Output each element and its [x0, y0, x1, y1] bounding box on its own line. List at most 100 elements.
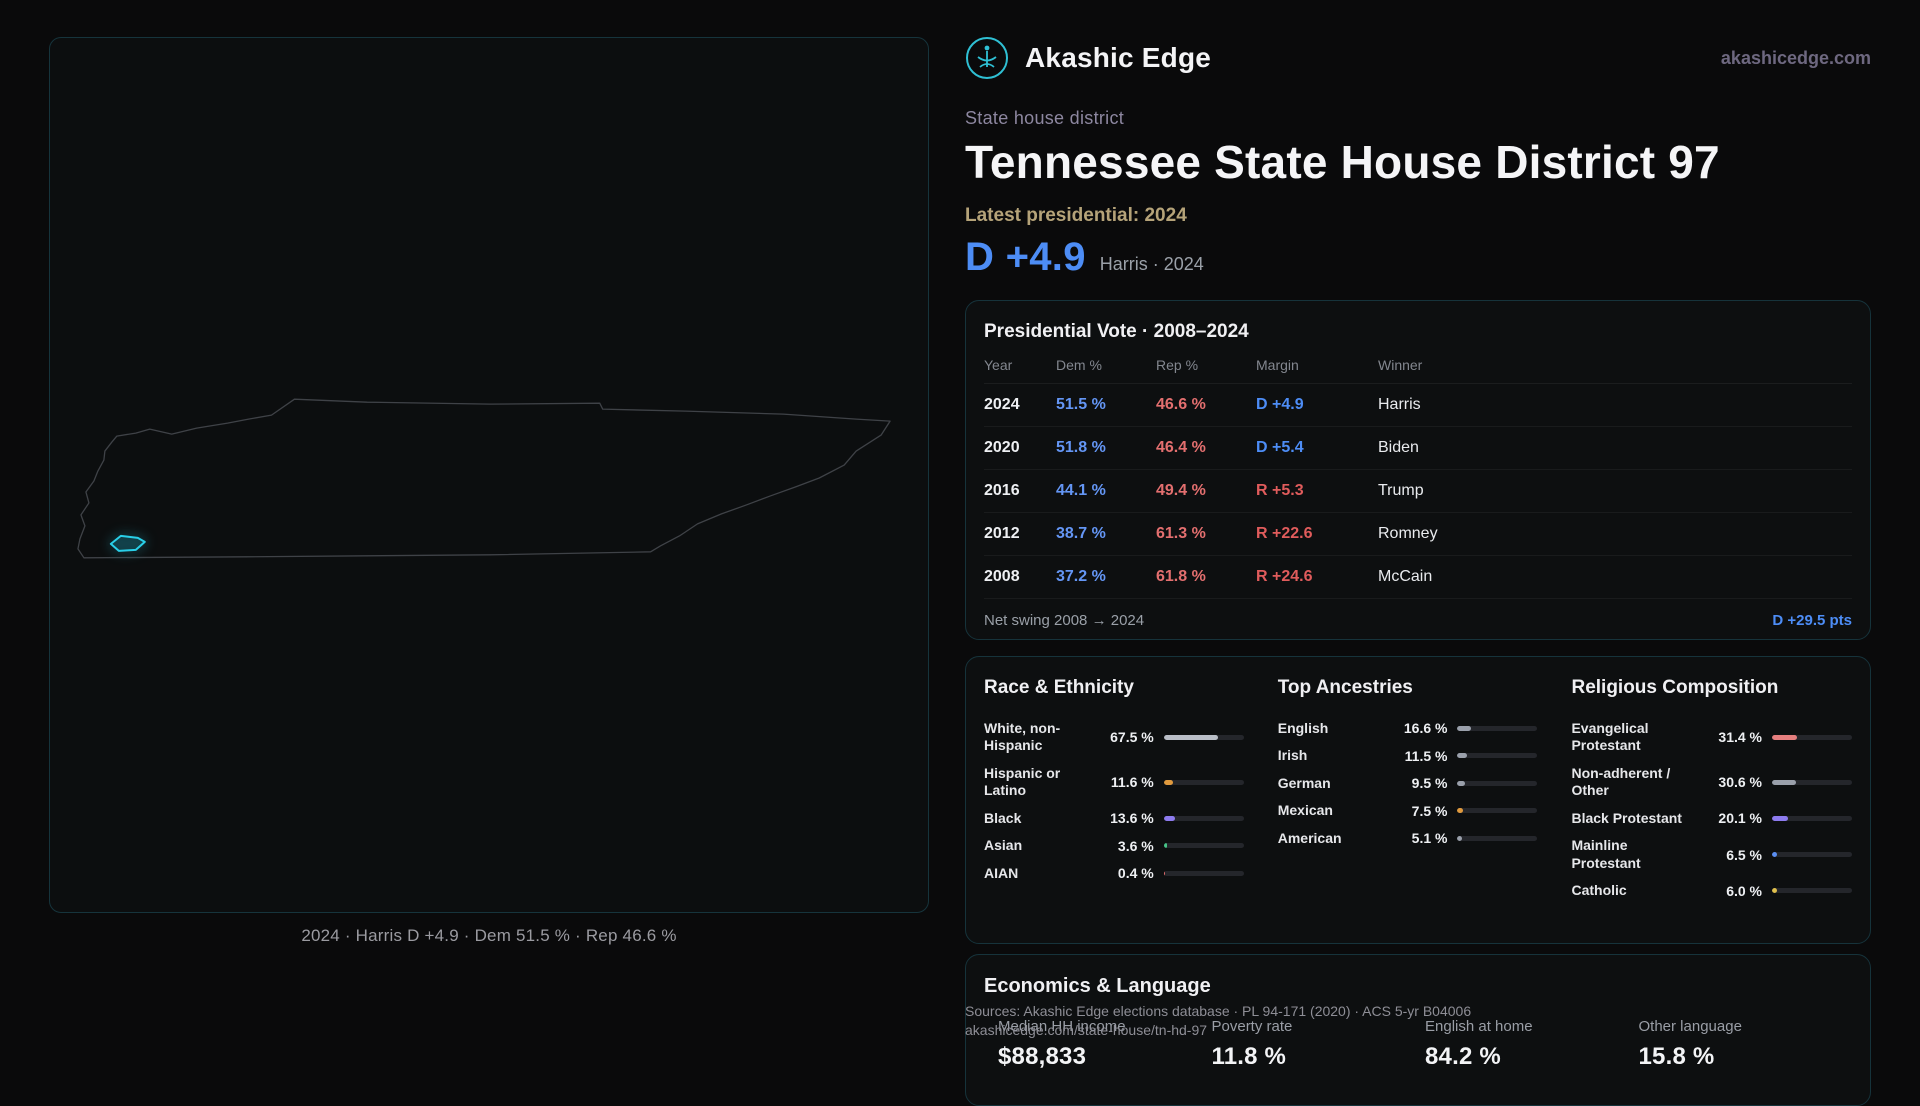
demo-value: 3.6 % [1117, 837, 1154, 854]
stat-value: 15.8 % [1638, 1042, 1715, 1070]
headline-context: Harris · 2024 [1099, 253, 1204, 274]
race-ethnicity-section: Race & Ethnicity White, non-Hispanic 67.… [984, 677, 1244, 905]
district-97-shape[interactable] [109, 534, 146, 552]
dem-cell: 51.8 % [1056, 438, 1106, 456]
demo-bar [1163, 734, 1244, 740]
demographics-card: Race & Ethnicity White, non-Hispanic 67.… [965, 655, 1871, 944]
economics-title: Economics & Language [984, 974, 1211, 997]
table-row: 2024 51.5 % 46.6 % D +4.9 Harris [984, 384, 1852, 427]
dem-cell: 51.5 % [1056, 395, 1106, 413]
demo-value: 20.1 % [1718, 810, 1762, 827]
demo-label: English [1277, 719, 1329, 736]
section-title: Race & Ethnicity [984, 676, 1134, 698]
margin-cell: D +4.9 [1256, 395, 1304, 413]
year-cell: 2016 [984, 481, 1020, 499]
net-swing-value: D +29.5 pts [1772, 611, 1852, 629]
rep-cell: 46.4 % [1156, 438, 1206, 456]
margin-cell: D +5.4 [1256, 438, 1304, 456]
dem-cell: 44.1 % [1056, 481, 1106, 499]
stat-value: 11.8 % [1211, 1042, 1287, 1070]
demo-row: Non-adherent / Other 30.6 % [1571, 760, 1852, 805]
dem-cell: 37.2 % [1056, 567, 1106, 585]
winner-cell: Biden [1378, 438, 1419, 456]
col-margin: Margin [1256, 356, 1299, 373]
winner-cell: McCain [1378, 567, 1433, 585]
col-rep: Rep % [1156, 356, 1199, 373]
demo-value: 31.4 % [1718, 729, 1762, 746]
demo-value: 11.5 % [1404, 747, 1448, 764]
demo-row: Irish 11.5 % [1278, 742, 1538, 770]
demo-row: White, non-Hispanic 67.5 % [984, 715, 1244, 760]
rep-cell: 49.4 % [1156, 481, 1206, 499]
demo-value: 6.5 % [1726, 846, 1762, 863]
brand-domain-link[interactable]: akashicedge.com [1720, 47, 1871, 68]
demo-label: Mainline Protestant [1571, 837, 1641, 871]
demo-row: German 9.5 % [1278, 770, 1538, 798]
table-row: 2016 44.1 % 49.4 % R +5.3 Trump [984, 470, 1852, 513]
demo-label: American [1277, 829, 1342, 846]
section-title: Religious Composition [1571, 676, 1779, 698]
map-caption: 2024 · Harris D +4.9 · Dem 51.5 % · Rep … [301, 926, 677, 945]
stat-other-language: Other language 15.8 % [1639, 1018, 1853, 1071]
demo-label: Black Protestant [1571, 809, 1682, 826]
demo-value: 16.6 % [1403, 720, 1448, 737]
demo-label: Evangelical Protestant [1571, 719, 1649, 754]
headline-margin: D +4.9 [965, 234, 1086, 279]
tennessee-outline [77, 398, 891, 559]
demo-bar [1457, 835, 1538, 841]
demo-row: Catholic 6.0 % [1571, 877, 1852, 905]
tennessee-map [77, 398, 891, 559]
demo-value: 6.0 % [1726, 882, 1762, 899]
sources-footer: Sources: Akashic Edge elections database… [965, 1002, 1471, 1040]
margin-cell: R +5.3 [1256, 481, 1304, 499]
stat-english-at-home: English at home 84.2 % [1425, 1018, 1639, 1071]
net-swing-label: Net swing 2008 → 2024 [984, 611, 1145, 629]
demo-row: Mainline Protestant 6.5 % [1571, 832, 1852, 877]
demo-label: White, non-Hispanic [984, 719, 1061, 754]
dem-cell: 38.7 % [1056, 524, 1106, 542]
stat-label: Poverty rate [1211, 1017, 1293, 1035]
col-dem: Dem % [1056, 356, 1102, 373]
demo-label: German [1277, 774, 1331, 791]
stat-poverty-rate: Poverty rate 11.8 % [1212, 1018, 1426, 1071]
presidential-vote-title: Presidential Vote · 2008–2024 [984, 320, 1249, 342]
net-swing-row: Net swing 2008 → 2024 D +29.5 pts [984, 599, 1852, 629]
latest-presidential-label: Latest presidential: 2024 [965, 204, 1187, 226]
table-row: 2012 38.7 % 61.3 % R +22.6 Romney [984, 513, 1852, 556]
table-row: 2008 37.2 % 61.8 % R +24.6 McCain [984, 556, 1852, 599]
akashic-edge-logo-icon [965, 36, 1009, 80]
permalink-line[interactable]: akashicedge.com/state-house/tn-hd-97 [965, 1022, 1208, 1038]
economics-stats: Median HH income $88,833 Poverty rate 11… [984, 1018, 1852, 1071]
stat-median-income: Median HH income $88,833 [998, 1018, 1212, 1071]
winner-cell: Trump [1378, 481, 1424, 499]
demo-label: Catholic [1571, 882, 1627, 899]
table-row: 2020 51.8 % 46.4 % D +5.4 Biden [984, 427, 1852, 470]
top-ancestries-section: Top Ancestries English 16.6 % Irish 11.5… [1278, 677, 1538, 905]
demo-value: 30.6 % [1718, 774, 1762, 791]
demo-value: 0.4 % [1117, 865, 1154, 882]
year-cell: 2020 [984, 438, 1020, 456]
stat-label: Other language [1638, 1017, 1742, 1035]
margin-cell: R +22.6 [1256, 524, 1313, 542]
demo-bar [1163, 815, 1244, 821]
demo-bar [1772, 779, 1852, 785]
col-winner: Winner [1378, 356, 1423, 373]
stat-value: 84.2 % [1425, 1042, 1501, 1070]
demo-row: Mexican 7.5 % [1278, 797, 1538, 825]
presidential-vote-card: Presidential Vote · 2008–2024 Year Dem %… [965, 299, 1871, 640]
demo-label: Black [984, 809, 1022, 826]
margin-cell: R +24.6 [1256, 567, 1313, 585]
demo-bar [1772, 815, 1852, 821]
year-cell: 2024 [984, 395, 1020, 413]
year-cell: 2008 [984, 567, 1020, 585]
demo-row: Black 13.6 % [984, 805, 1244, 833]
kicker: State house district [965, 108, 1125, 128]
demo-row: Hispanic or Latino 11.6 % [984, 760, 1244, 805]
demo-label: Mexican [1277, 802, 1333, 819]
demo-row: American 5.1 % [1278, 825, 1538, 853]
demo-value: 67.5 % [1110, 729, 1154, 746]
col-year: Year [984, 356, 1013, 373]
demo-row: Black Protestant 20.1 % [1571, 805, 1852, 833]
religious-composition-section: Religious Composition Evangelical Protes… [1571, 677, 1852, 905]
winner-cell: Harris [1378, 395, 1421, 413]
